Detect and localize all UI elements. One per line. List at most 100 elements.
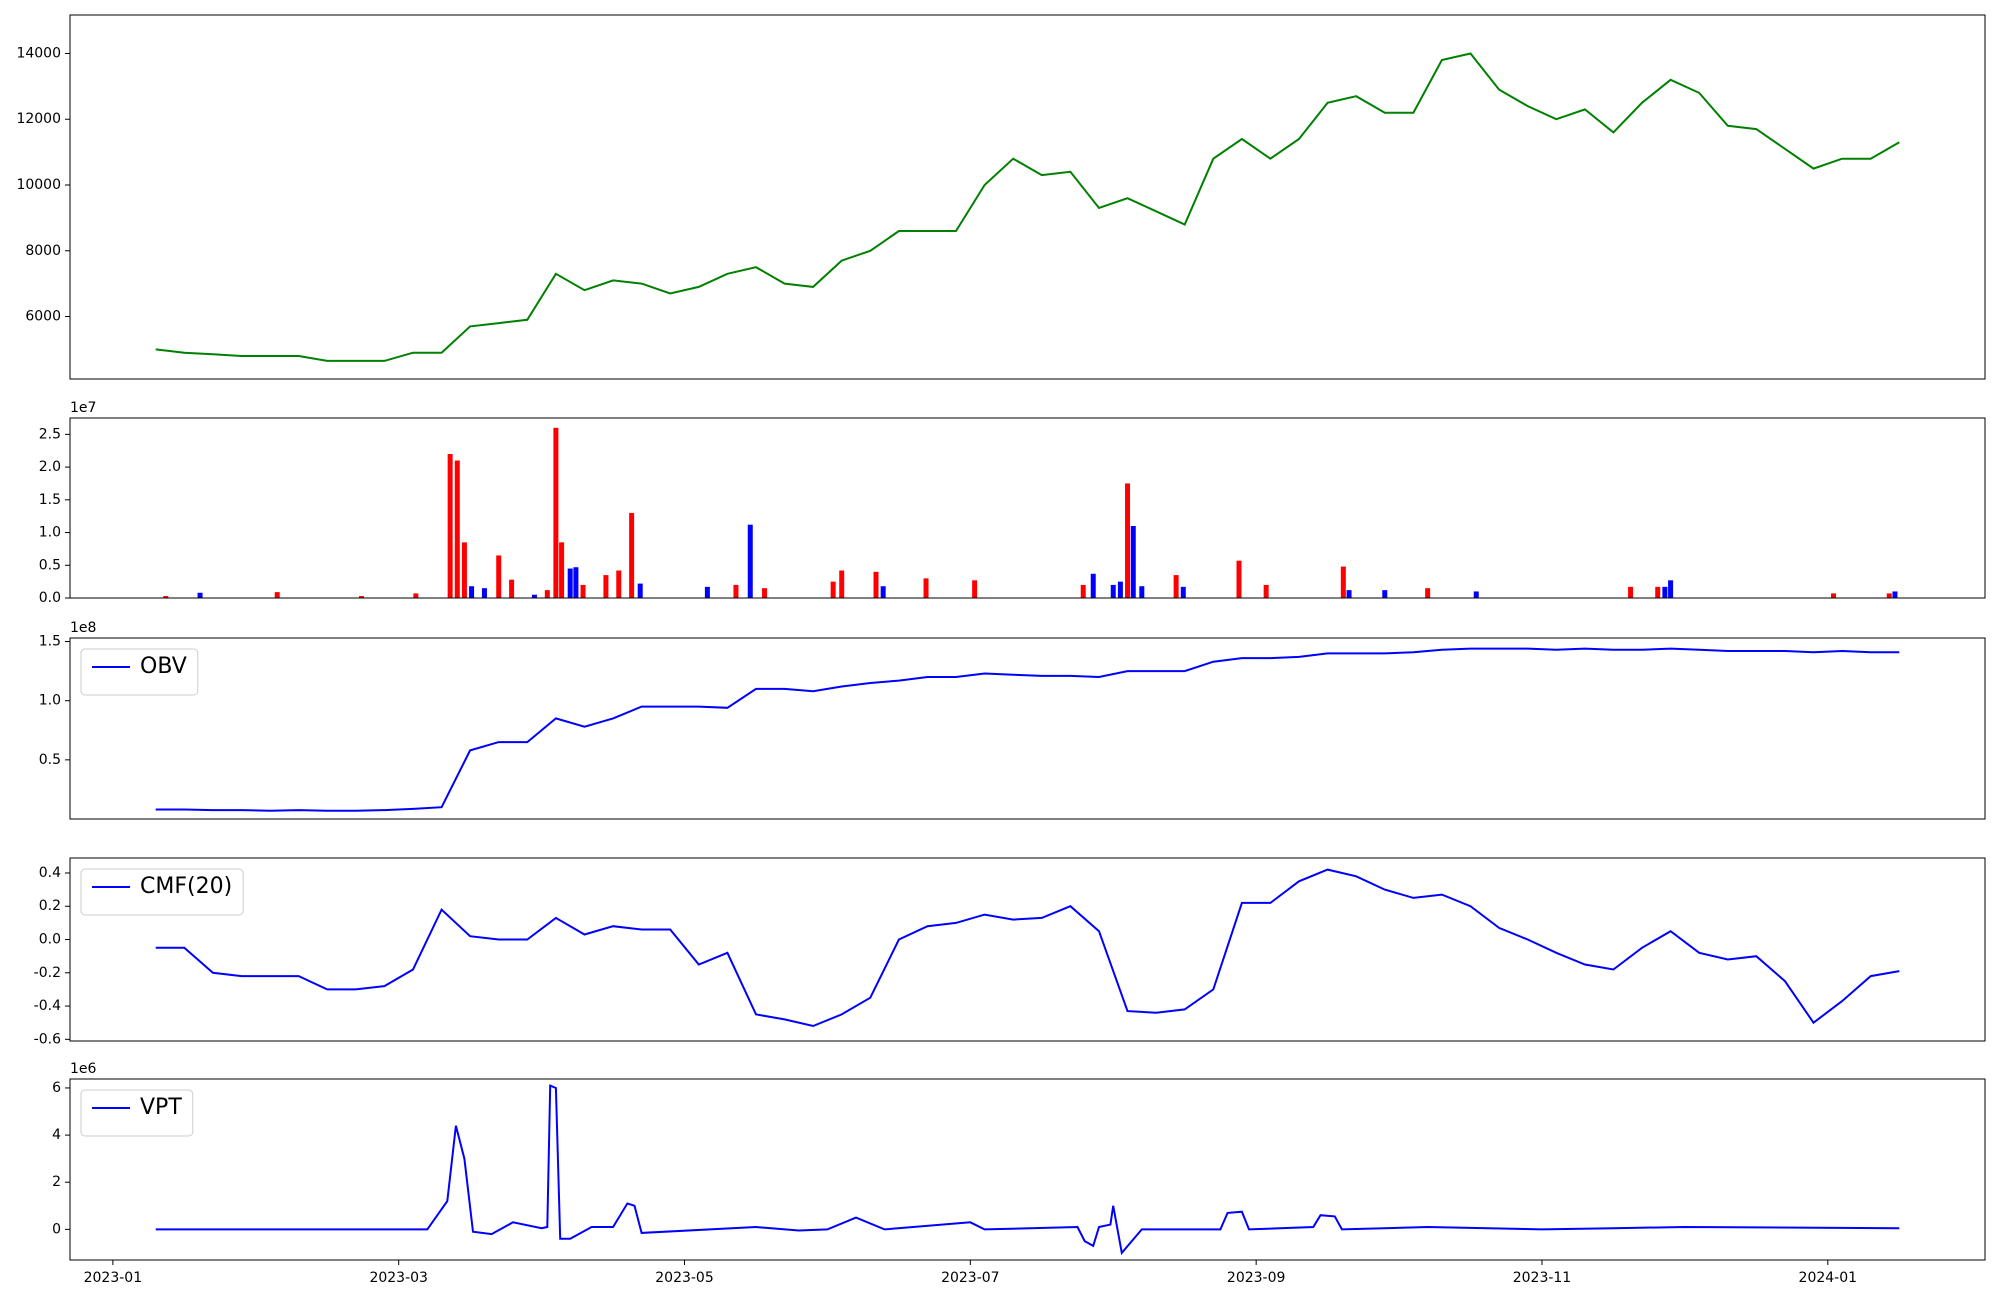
y-tick-label: 2.5 <box>39 426 61 442</box>
bar <box>923 578 929 598</box>
bar <box>704 586 710 598</box>
plot-frame <box>69 14 1986 380</box>
bar <box>1139 586 1145 598</box>
legend-label: CMF(20) <box>140 874 232 899</box>
x-tick-label: 2023-11 <box>1513 1270 1572 1286</box>
x-tick-label: 2023-07 <box>941 1270 1000 1286</box>
bar <box>1425 588 1431 598</box>
y-tick-label: 1.0 <box>39 693 61 709</box>
bar <box>1236 560 1242 598</box>
axis-offset-label: 1e8 <box>70 620 96 636</box>
legend-box <box>80 868 244 916</box>
bar <box>1130 526 1136 598</box>
y-tick-label: -0.2 <box>34 965 61 981</box>
legend-label: VPT <box>140 1095 182 1120</box>
line <box>155 868 1900 1028</box>
axis-offset-label: 1e7 <box>70 400 96 416</box>
bar <box>839 570 845 598</box>
bar <box>469 586 475 598</box>
legend-box <box>80 1089 194 1137</box>
bar <box>1090 573 1096 598</box>
plot-frame <box>69 417 1986 599</box>
y-tick-label: 0.5 <box>39 752 61 768</box>
y-tick-label: 0.5 <box>39 557 61 573</box>
bar <box>972 580 978 598</box>
y-tick-label: 1.5 <box>39 492 61 508</box>
x-tick-label: 2023-01 <box>84 1270 143 1286</box>
x-tick-label: 2023-09 <box>1227 1270 1286 1286</box>
bar <box>1173 575 1179 598</box>
bar <box>1180 586 1186 598</box>
bar <box>616 570 622 598</box>
bar <box>747 524 753 598</box>
bar <box>1117 581 1123 598</box>
bar <box>1892 591 1898 598</box>
plot-frame <box>69 857 1986 1042</box>
bar <box>509 579 515 598</box>
y-tick-label: -0.4 <box>34 998 61 1014</box>
bar <box>461 542 467 598</box>
y-tick-label: 8000 <box>25 243 61 259</box>
legend-label: OBV <box>140 654 187 679</box>
bar <box>553 427 559 598</box>
line <box>155 1084 1900 1256</box>
x-tick-label: 2023-05 <box>655 1270 714 1286</box>
line <box>155 647 1900 812</box>
bar <box>637 583 643 598</box>
y-tick-label: 2 <box>52 1174 61 1190</box>
bar <box>1110 584 1116 598</box>
bar <box>1886 593 1892 598</box>
bar <box>830 581 836 598</box>
bar <box>1263 584 1269 598</box>
bar <box>454 460 460 598</box>
y-tick-label: 1.0 <box>39 525 61 541</box>
y-tick-label: 4 <box>52 1127 61 1143</box>
bar <box>603 575 609 598</box>
bar <box>1473 591 1479 598</box>
bar <box>544 590 550 598</box>
plot-frame <box>69 637 1986 820</box>
bar <box>274 592 280 598</box>
bar <box>1382 590 1388 598</box>
bar <box>481 588 487 598</box>
bar <box>1080 584 1086 598</box>
legend-box <box>80 648 199 696</box>
y-tick-label: 6 <box>52 1080 61 1096</box>
x-tick-label: 2023-03 <box>369 1270 428 1286</box>
y-tick-label: -0.6 <box>34 1031 61 1047</box>
bar <box>873 571 879 598</box>
bar <box>1668 580 1674 598</box>
y-tick-label: 12000 <box>16 111 61 127</box>
bar <box>733 584 739 598</box>
bar <box>1662 586 1668 598</box>
y-tick-label: 0.0 <box>39 590 61 606</box>
x-tick-label: 2024-01 <box>1799 1270 1858 1286</box>
y-tick-label: 14000 <box>16 45 61 61</box>
bar <box>163 596 169 598</box>
bar <box>531 594 537 598</box>
bar <box>197 592 203 598</box>
plot-frame <box>69 1078 1986 1261</box>
y-tick-label: 0 <box>52 1221 61 1237</box>
y-tick-label: 0.2 <box>39 898 61 914</box>
axis-offset-label: 1e6 <box>70 1061 97 1077</box>
bar <box>1340 566 1346 598</box>
y-tick-label: 6000 <box>25 309 61 325</box>
bar <box>359 596 365 598</box>
bar <box>567 568 573 598</box>
y-tick-label: 1.5 <box>39 634 61 650</box>
y-tick-label: 2.0 <box>39 459 61 475</box>
bar <box>629 512 635 598</box>
line <box>155 52 1900 362</box>
bar <box>1831 593 1837 598</box>
bar <box>1655 586 1661 598</box>
bar <box>447 454 453 598</box>
bar <box>1628 586 1634 598</box>
y-tick-label: 0.4 <box>39 865 61 881</box>
bar <box>762 588 768 598</box>
bar <box>413 593 419 598</box>
y-tick-label: 0.0 <box>39 932 61 948</box>
bar <box>580 584 586 598</box>
bar <box>1125 483 1131 598</box>
